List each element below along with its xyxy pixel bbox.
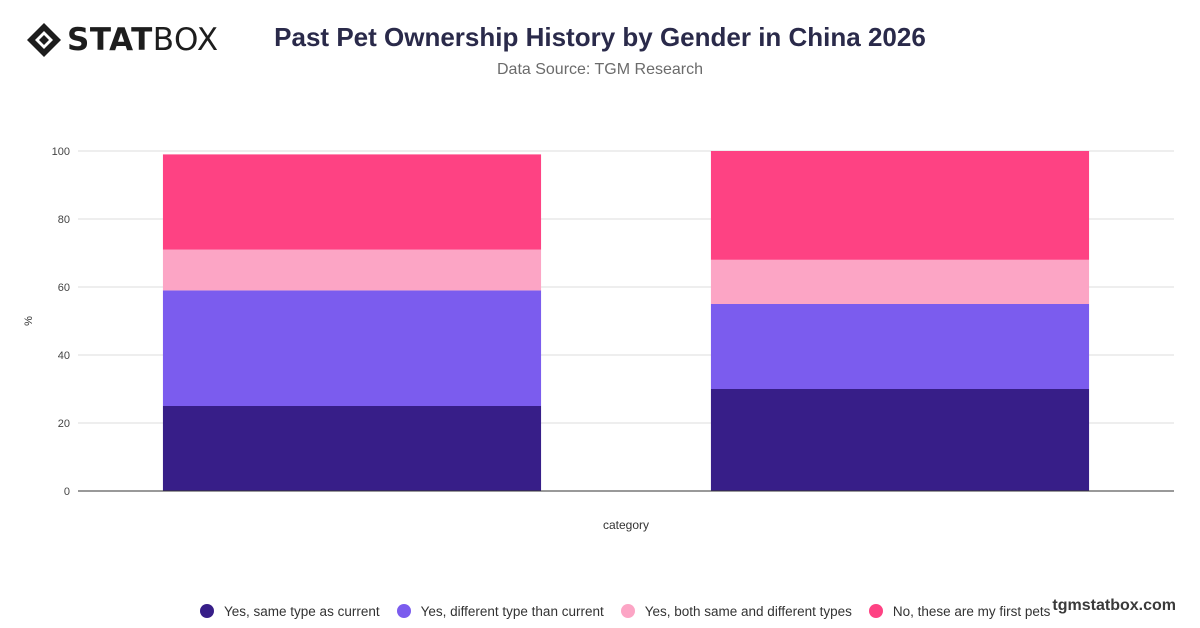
site-brand: tgmstatbox.com — [1052, 597, 1176, 614]
diamond-logo-icon — [27, 23, 61, 57]
y-tick-label: 40 — [58, 350, 70, 362]
logo-wordmark: STATBOX — [67, 22, 219, 58]
legend-swatch — [200, 604, 214, 618]
y-tick-label: 20 — [58, 418, 70, 430]
y-tick-label: 80 — [58, 214, 70, 226]
legend-item[interactable]: No, these are my first pets — [868, 603, 1051, 619]
chart-legend: Yes, same type as current Yes, different … — [200, 600, 1067, 622]
axes: 0 20 40 60 80 100 category% — [23, 146, 1174, 532]
y-tick-label: 60 — [58, 282, 70, 294]
statbox-logo: STATBOX — [26, 22, 219, 58]
legend-item[interactable]: Yes, different type than current — [396, 603, 604, 619]
bar-segment — [162, 249, 542, 291]
bar-segment — [162, 290, 542, 406]
legend-label: Yes, different type than current — [420, 603, 604, 619]
legend-swatch — [620, 604, 635, 618]
legend-item[interactable]: Yes, both same and different types — [620, 603, 852, 619]
legend-label: Yes, same type as current — [224, 603, 380, 619]
bar-segment — [710, 389, 1090, 491]
chart-subtitle: Data Source: TGM Research — [496, 61, 703, 78]
legend-item[interactable]: Yes, same type as current — [200, 604, 380, 619]
y-tick-label: 100 — [52, 146, 70, 158]
bar-segment — [162, 154, 542, 250]
y-axis-title: % — [23, 316, 35, 326]
logo-wordmark-light: BOX — [152, 22, 219, 58]
legend-swatch — [396, 604, 411, 618]
bars — [162, 151, 1090, 491]
bar-segment — [710, 151, 1090, 260]
bar-segment — [710, 259, 1090, 304]
logo-wordmark-bold: STAT — [67, 22, 153, 58]
legend-label: Yes, both same and different types — [644, 603, 852, 619]
bar-segment — [710, 304, 1090, 389]
bar-segment — [162, 406, 542, 491]
legend-label: No, these are my first pets — [892, 603, 1051, 619]
chart-title: Past Pet Ownership History by Gender in … — [274, 22, 926, 52]
x-axis-title: category — [603, 518, 649, 532]
y-tick-label: 0 — [64, 486, 70, 498]
legend-swatch — [868, 604, 883, 618]
